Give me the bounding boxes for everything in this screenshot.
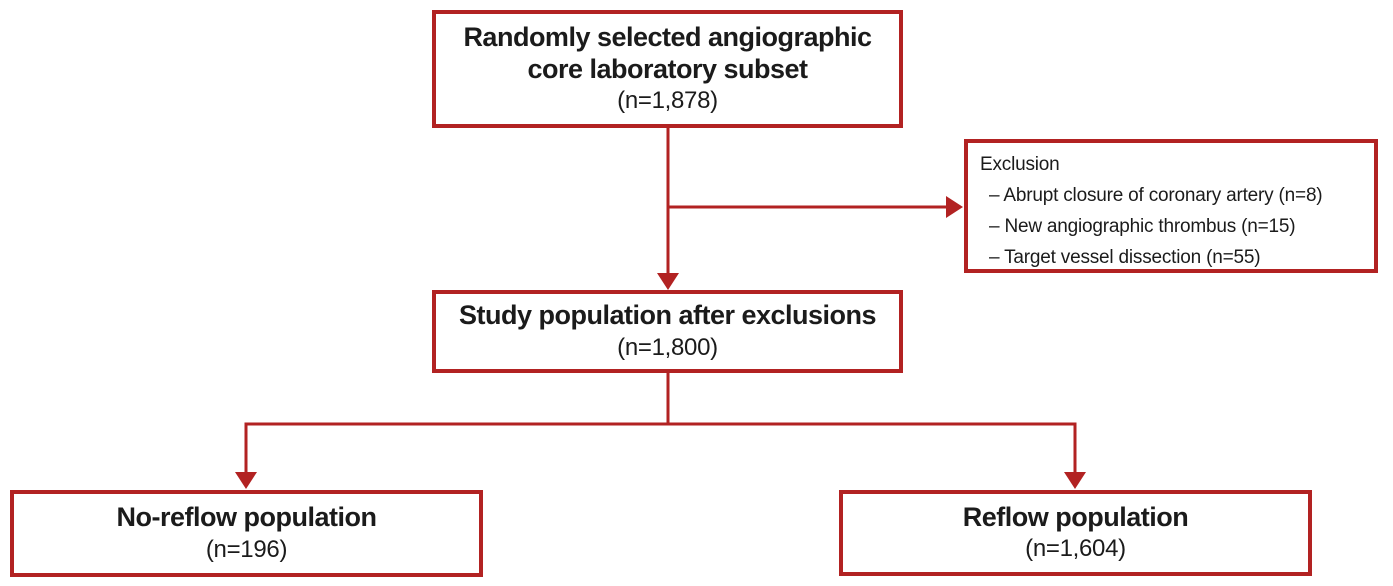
exclusion-item: – Target vessel dissection (n=55) (989, 247, 1261, 268)
arrowhead-down-middle-icon (657, 273, 679, 290)
box-no-reflow-population: No-reflow population (n=196) (10, 490, 483, 577)
box-title-line: Randomly selected angiographic (463, 21, 872, 52)
box-title: Randomly selected angiographic core labo… (463, 21, 872, 86)
box-title-line: core laboratory subset (527, 53, 808, 84)
box-n-value: (n=1,800) (617, 333, 718, 361)
box-reflow-population: Reflow population (n=1,604) (839, 490, 1312, 576)
box-title: Reflow population (962, 501, 1189, 532)
exclusion-item: – New angiographic thrombus (n=15) (989, 216, 1296, 237)
box-n-value: (n=1,878) (617, 87, 718, 115)
box-exclusion: Exclusion – Abrupt closure of coronary a… (964, 139, 1378, 273)
exclusion-title: Exclusion (980, 154, 1060, 175)
arrowhead-down-no-reflow-icon (235, 472, 257, 489)
exclusion-item: – Abrupt closure of coronary artery (n=8… (989, 185, 1323, 206)
arrowhead-down-reflow-icon (1064, 472, 1086, 489)
box-title: No-reflow population (116, 502, 377, 533)
box-n-value: (n=1,604) (1025, 535, 1126, 563)
box-study-population: Study population after exclusions (n=1,8… (432, 290, 903, 373)
box-n-value: (n=196) (205, 535, 288, 563)
box-title: Study population after exclusions (458, 300, 877, 331)
arrowhead-right-exclusion-icon (946, 196, 963, 218)
box-randomly-selected-subset: Randomly selected angiographic core labo… (432, 10, 903, 128)
